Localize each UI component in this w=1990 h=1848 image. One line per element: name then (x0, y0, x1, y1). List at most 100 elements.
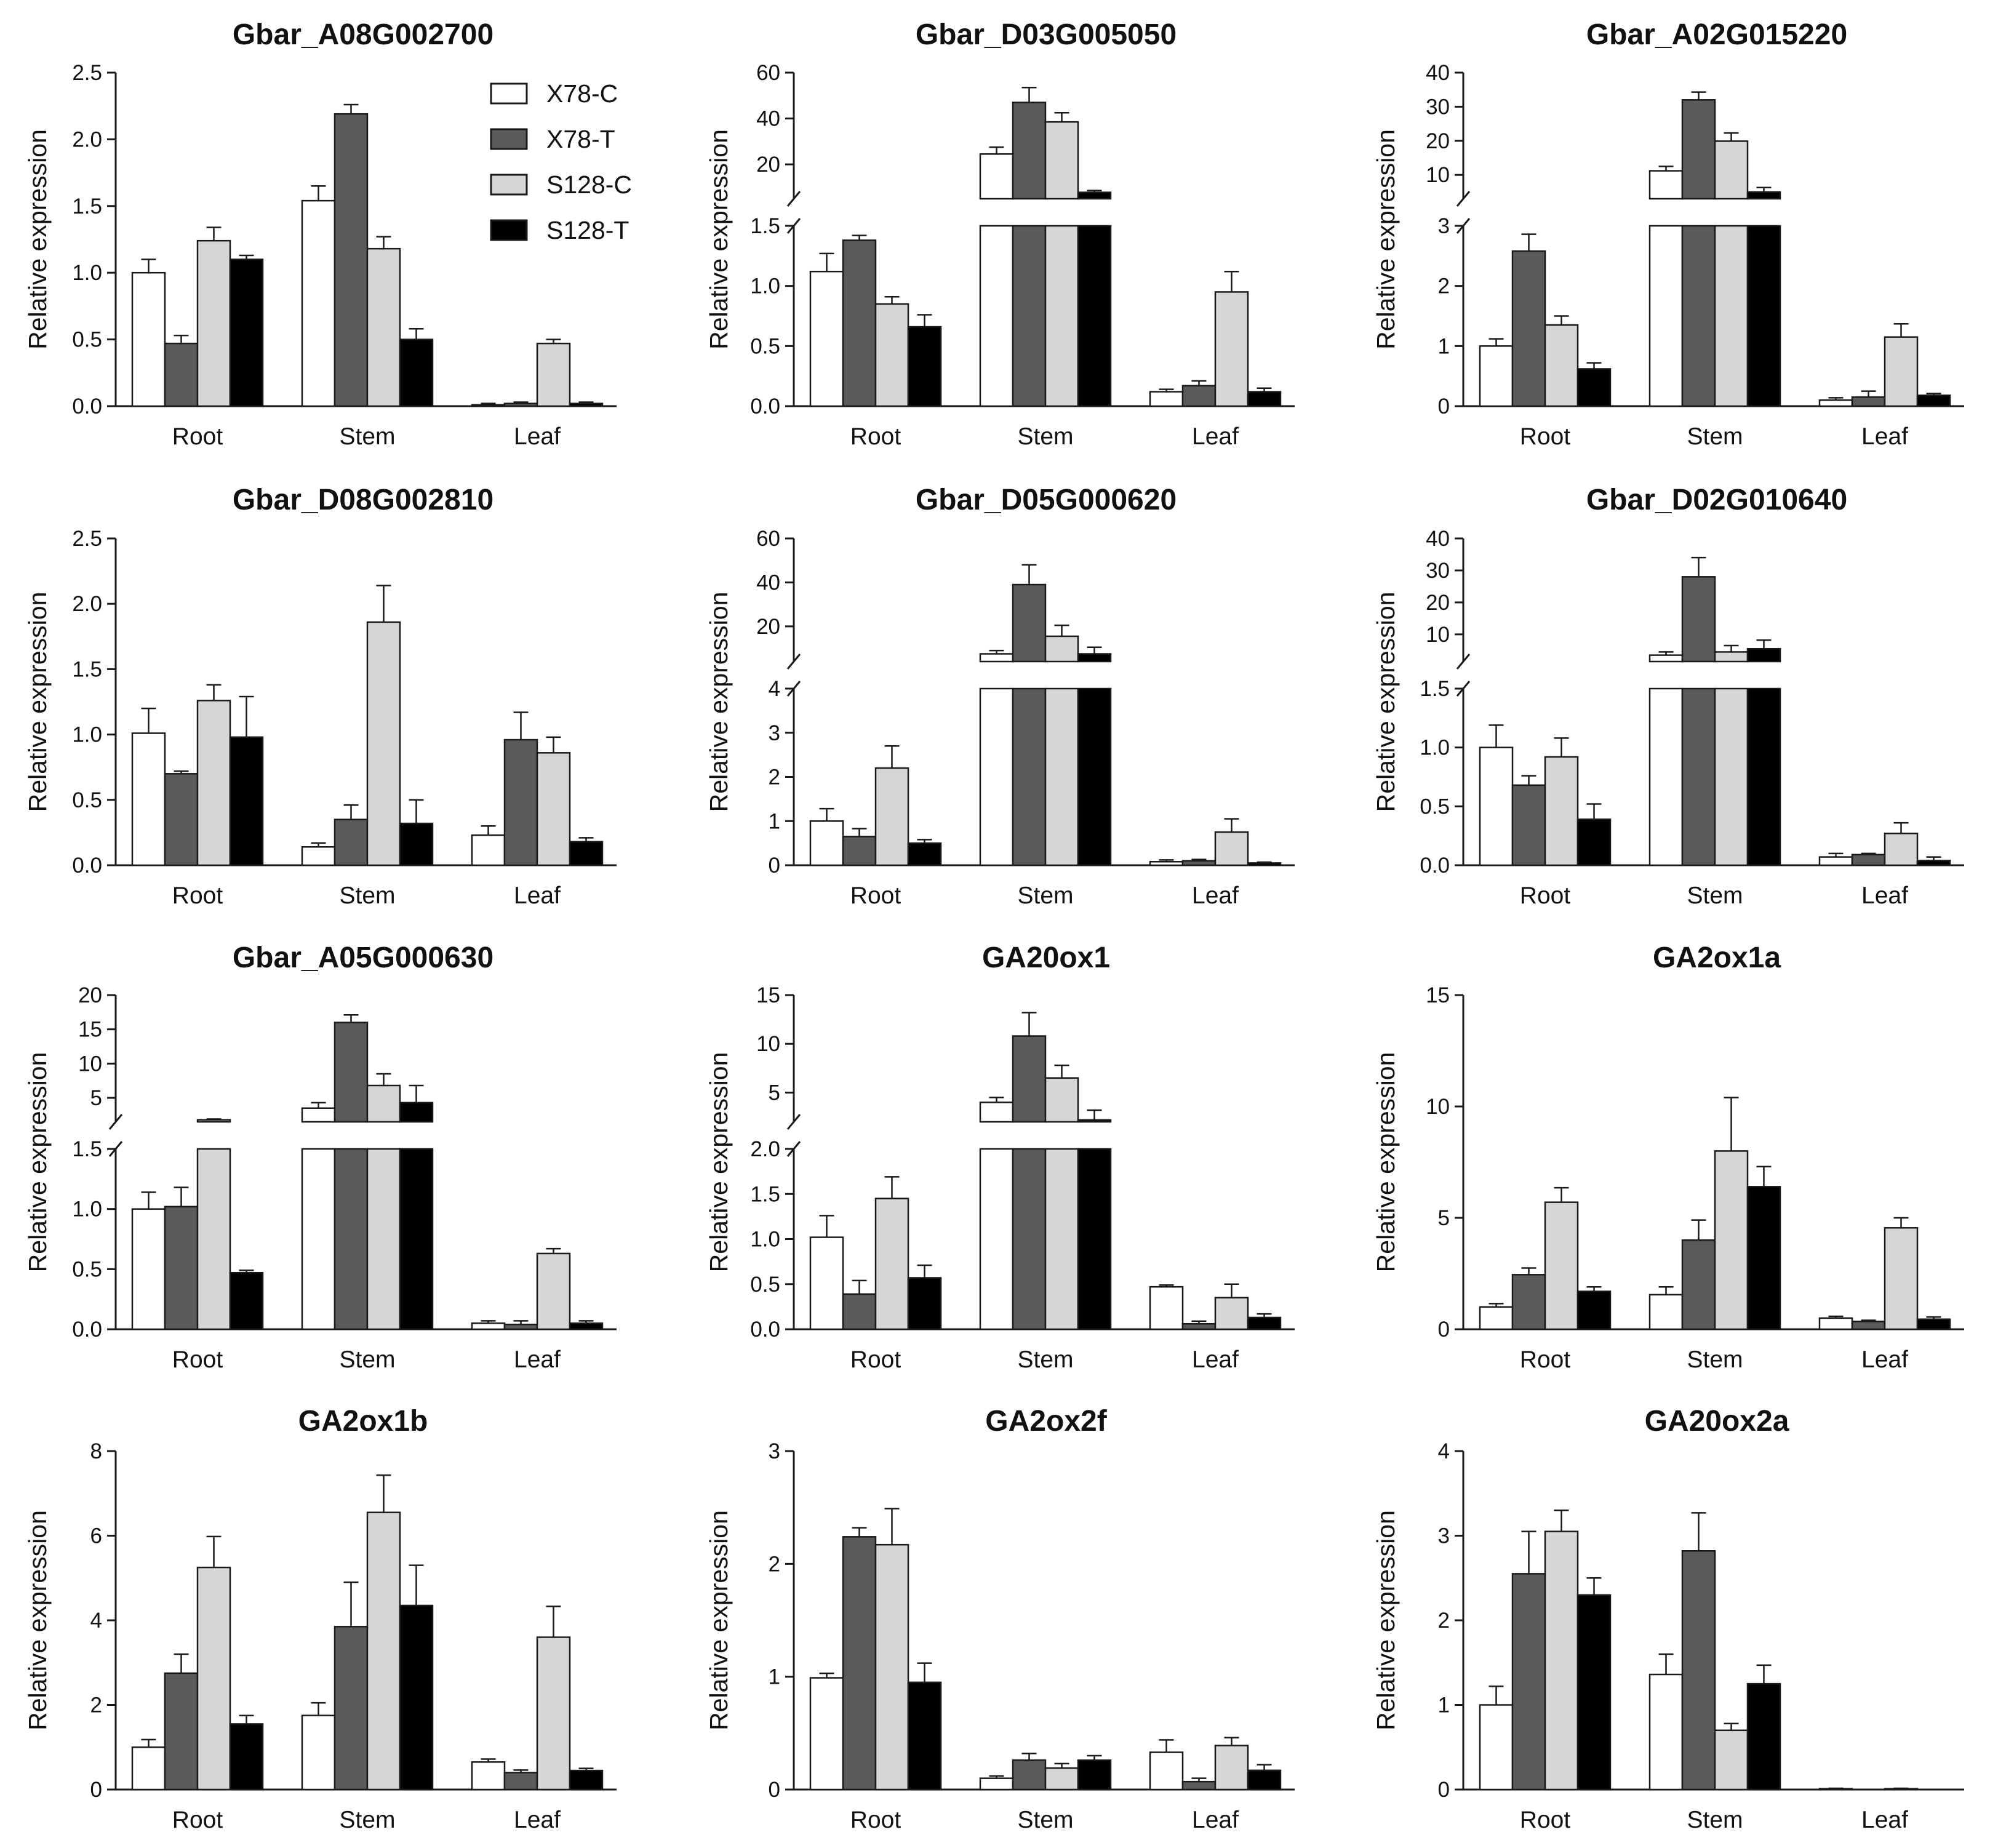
bar-s128-c-stem-upper (1714, 651, 1749, 663)
x-category-label-root: Root (1520, 423, 1571, 450)
x-category-label-root: Root (1520, 1807, 1571, 1833)
bar-x78-c-root (809, 270, 844, 407)
legend-swatch-x78-c (490, 82, 528, 105)
bar-s128-c-stem (366, 1148, 401, 1330)
bar-x78-c-root (131, 1208, 166, 1330)
legend-label-x78-t: X78-T (546, 125, 615, 153)
bar-x78-t-stem-upper (1681, 576, 1716, 663)
bar-s128-c-leaf (1214, 1297, 1249, 1330)
y-tick-label: 0.0 (72, 394, 102, 418)
x-category-label-stem: Stem (1017, 423, 1073, 450)
y-tick-label: 3 (1438, 1524, 1450, 1548)
y-upper-tick-label: 10 (1426, 163, 1450, 187)
x-category-label-root: Root (850, 1807, 901, 1833)
y-axis-title: Relative expression (705, 129, 733, 350)
chart-panel-ga20ox2a: GA20ox2a Relative expression 0 1 2 3 4 Root Stem… (1372, 1405, 1964, 1833)
x-category-label-stem: Stem (1017, 1346, 1073, 1373)
bar-x78-c-stem-upper (1648, 654, 1684, 663)
bar-s128-c-root-upper (196, 1119, 231, 1123)
bar-s128-c-root (874, 1198, 909, 1330)
bar-s128-c-stem (1714, 225, 1749, 407)
chart-title: GA2ox1a (1653, 942, 1781, 974)
bar-x78-t-leaf (1181, 385, 1217, 407)
bar-s128-c-stem (366, 1511, 401, 1791)
y-tick-label: 2 (769, 1552, 780, 1576)
bar-s128-c-leaf (1884, 1227, 1919, 1330)
y-upper-tick-label: 30 (1426, 559, 1450, 583)
bar-s128-t-stem (1746, 1186, 1781, 1330)
chart-title: Gbar_A08G002700 (233, 18, 494, 51)
bar-x78-c-stem-upper (979, 653, 1014, 663)
bar-x78-t-stem (1012, 687, 1047, 866)
x-category-label-leaf: Leaf (514, 1807, 561, 1833)
bar-x78-t-root (1511, 784, 1546, 866)
bar-x78-t-stem (1012, 1148, 1047, 1330)
x-category-label-root: Root (850, 423, 901, 450)
chart-panel-gbar-d02g010640: Gbar_D02G010640 Relative expression 0.0 0.5… (1372, 484, 1964, 909)
bar-s128-c-stem (1044, 1767, 1079, 1791)
bar-s128-c-root (1544, 1530, 1579, 1791)
y-lower-tick-label: 1.5 (1420, 677, 1450, 701)
bar-x78-c-leaf (471, 834, 506, 866)
bar-s128-t-root (1576, 818, 1612, 866)
legend-swatch-s128-c (490, 174, 528, 196)
bar-s128-t-stem (399, 1148, 434, 1330)
bar-s128-t-root (907, 326, 942, 407)
x-category-label-leaf: Leaf (1192, 1807, 1239, 1833)
y-tick-label: 0 (90, 1778, 102, 1802)
y-axis-title: Relative expression (23, 129, 52, 350)
chart-title: Gbar_A02G015220 (1586, 18, 1847, 51)
chart-title: Gbar_D05G000620 (916, 484, 1177, 516)
chart-title: GA2ox1b (298, 1405, 428, 1438)
bar-x78-t-stem (1681, 1550, 1716, 1791)
y-lower-tick-label: 0.5 (1420, 794, 1450, 818)
x-category-label-root: Root (172, 1346, 223, 1373)
y-tick-label: 10 (1426, 1095, 1450, 1119)
bar-x78-t-root (842, 239, 877, 407)
x-category-label-leaf: Leaf (1861, 1807, 1908, 1833)
chart-title: GA2ox2f (985, 1405, 1107, 1438)
bar-s128-t-root (907, 1277, 942, 1330)
x-category-label-root: Root (172, 423, 223, 450)
y-tick-label: 2.0 (72, 127, 102, 151)
bar-s128-t-stem-upper (1746, 647, 1781, 663)
bar-s128-c-root (874, 1543, 909, 1791)
bar-x78-t-stem (334, 1148, 369, 1330)
y-tick-label: 0.5 (72, 328, 102, 352)
chart-title: Gbar_D08G002810 (233, 484, 494, 516)
y-tick-label: 15 (1426, 983, 1450, 1007)
bar-x78-c-stem (301, 1714, 336, 1791)
y-lower-tick-label: 1.0 (1420, 736, 1450, 760)
bar-x78-t-root (1511, 1274, 1546, 1330)
y-upper-tick-label: 40 (1426, 527, 1450, 551)
x-category-label-leaf: Leaf (1192, 1346, 1239, 1373)
bar-x78-c-stem (301, 846, 336, 866)
x-category-label-leaf: Leaf (1192, 882, 1239, 909)
bar-s128-c-stem-upper (366, 1084, 401, 1123)
bar-x78-t-leaf (503, 1323, 538, 1330)
legend-label-x78-c: X78-C (546, 79, 618, 108)
bar-s128-c-leaf (1884, 833, 1919, 866)
y-lower-tick-label: 0.0 (750, 394, 780, 418)
chart-panel-gbar-a02g015220: Gbar_A02G015220 Relative expression 0 1 2 3 10… (1372, 18, 1964, 450)
bar-x78-c-leaf (1818, 399, 1853, 407)
chart-title: GA20ox2a (1645, 1405, 1789, 1438)
bar-x78-c-leaf (471, 1761, 506, 1791)
y-tick-label: 0 (769, 1778, 780, 1802)
bar-x78-t-stem (334, 113, 369, 407)
y-tick-label: 3 (769, 1439, 780, 1463)
x-category-label-root: Root (172, 882, 223, 909)
bar-s128-c-stem (1714, 687, 1749, 866)
y-tick-label: 1 (1438, 1694, 1450, 1718)
y-upper-tick-label: 15 (756, 983, 780, 1007)
bar-s128-t-stem (399, 822, 434, 866)
y-upper-tick-label: 5 (90, 1086, 102, 1110)
y-axis-title: Relative expression (705, 592, 733, 812)
y-lower-tick-label: 2 (769, 766, 780, 790)
bar-x78-t-root (164, 1672, 199, 1791)
x-category-label-root: Root (850, 1346, 901, 1373)
y-upper-tick-label: 5 (769, 1081, 780, 1105)
y-upper-tick-label: 20 (1426, 129, 1450, 153)
bar-s128-c-stem-upper (1714, 140, 1749, 200)
